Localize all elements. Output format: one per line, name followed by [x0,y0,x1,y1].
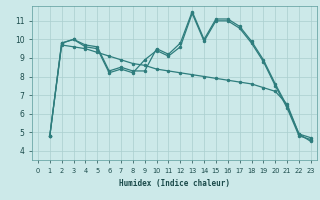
X-axis label: Humidex (Indice chaleur): Humidex (Indice chaleur) [119,179,230,188]
